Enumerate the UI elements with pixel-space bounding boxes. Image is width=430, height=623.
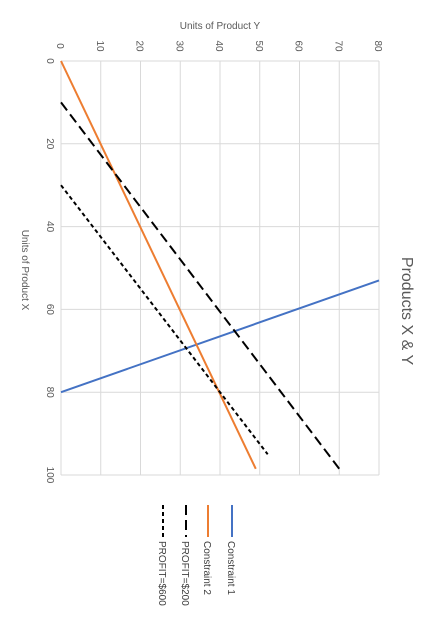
x-tick-label: 80 (44, 387, 55, 399)
x-tick-label: 40 (44, 221, 55, 233)
legend-label: Constraint 1 (225, 541, 236, 595)
x-tick-label: 20 (44, 138, 55, 150)
x-tick-labels: 0 20 40 60 80 100 (44, 58, 55, 484)
y-axis-title: Units of Product Y (180, 21, 261, 32)
y-tick-label: 20 (134, 40, 145, 52)
y-tick-label: 0 (54, 43, 65, 49)
y-tick-label: 70 (332, 40, 343, 52)
series-line-1 (60, 279, 380, 394)
series-layer (60, 60, 380, 470)
y-tick-label: 60 (293, 40, 304, 52)
series-line-4 (60, 184, 269, 455)
series-line-2 (60, 60, 257, 470)
gridlines (60, 60, 380, 476)
y-tick-label: 10 (94, 40, 105, 52)
legend-label: PROFIT=$600 (156, 541, 167, 606)
x-tick-label: 0 (44, 58, 55, 64)
legend-label: PROFIT=$200 (179, 541, 190, 606)
legend-label: Constraint 2 (201, 541, 212, 595)
chart-title: Products X & Y (398, 257, 415, 366)
legend: Constraint 1 Constraint 2 PROFIT=$200 PROFI… (156, 505, 236, 606)
x-tick-label: 100 (44, 467, 55, 484)
y-tick-labels: 0 10 20 30 40 50 60 70 80 (54, 40, 383, 52)
y-tick-label: 50 (253, 40, 264, 52)
x-tick-label: 60 (44, 304, 55, 316)
y-tick-label: 80 (372, 40, 383, 52)
y-tick-label: 30 (173, 40, 184, 52)
y-tick-label: 40 (213, 40, 224, 52)
series-line-3 (60, 101, 341, 470)
x-axis-title: Units of Product X (19, 230, 30, 311)
